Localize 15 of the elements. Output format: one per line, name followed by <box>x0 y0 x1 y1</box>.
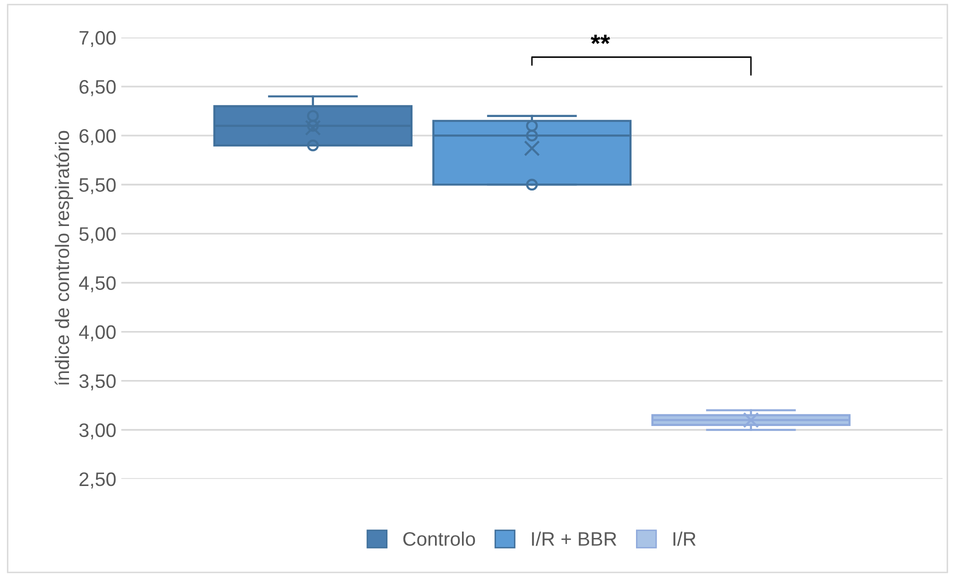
y-tick-label: 6,50 <box>80 80 116 96</box>
y-axis-title: índice de controlo respiratório <box>54 130 74 385</box>
legend-label: Controlo <box>403 532 476 546</box>
annotation: ** <box>590 34 610 44</box>
y-tick-label: 3,50 <box>79 374 116 390</box>
legend-label: I/R + BBR <box>532 532 616 546</box>
y-tick-label: 4,00 <box>79 325 116 342</box>
y-tick-label: 2,50 <box>80 472 116 488</box>
legend-label: I/R <box>673 532 696 546</box>
y-tick-label: 5,50 <box>79 178 116 194</box>
y-tick-label: 5,00 <box>79 227 116 244</box>
y-tick-label: 6,00 <box>80 129 116 146</box>
y-tick-label: 7,00 <box>80 30 116 48</box>
y-tick-label: 3,00 <box>79 423 116 440</box>
y-tick-label: 4,50 <box>79 276 116 292</box>
